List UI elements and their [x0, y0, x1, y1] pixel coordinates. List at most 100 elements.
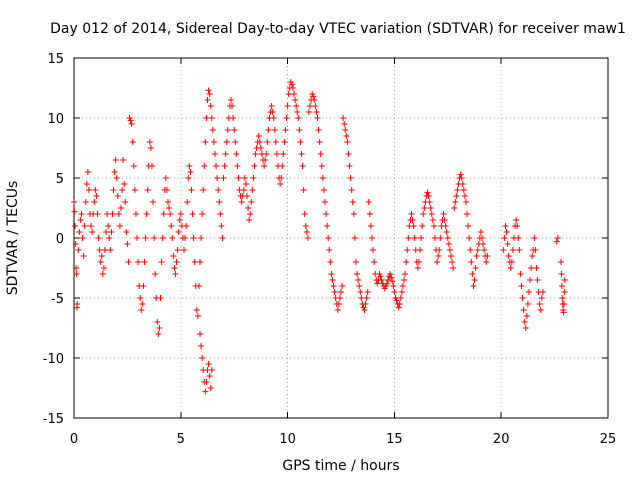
data-point-marker	[478, 235, 485, 241]
data-point-marker	[219, 235, 226, 241]
data-point-marker	[481, 247, 488, 253]
data-point-marker	[103, 229, 110, 235]
data-point-marker	[171, 265, 178, 271]
data-point-marker	[176, 217, 183, 223]
data-point-marker	[95, 235, 102, 241]
data-point-marker	[461, 193, 468, 199]
data-point-marker	[474, 247, 481, 253]
data-point-marker	[411, 235, 418, 241]
data-point-marker	[464, 211, 471, 217]
data-point-marker	[256, 139, 263, 145]
data-point-marker	[458, 175, 465, 181]
data-point-marker	[449, 259, 456, 265]
data-point-marker	[128, 121, 135, 127]
data-point-marker	[444, 235, 451, 241]
data-point-marker	[111, 169, 118, 175]
data-point-marker	[223, 139, 230, 145]
data-point-marker	[189, 211, 196, 217]
x-axis-label: GPS time / hours	[282, 458, 399, 474]
x-tick-label: 5	[177, 432, 185, 447]
data-point-marker	[117, 205, 124, 211]
data-point-marker	[561, 277, 568, 283]
data-point-marker	[405, 235, 412, 241]
data-point-marker	[514, 223, 521, 229]
data-point-marker	[509, 247, 516, 253]
data-point-marker	[561, 289, 568, 295]
data-point-marker	[167, 211, 174, 217]
data-point-marker	[143, 211, 150, 217]
data-point-marker	[425, 193, 432, 199]
data-point-marker	[231, 127, 238, 133]
data-point-marker	[473, 253, 480, 259]
data-point-marker	[388, 274, 395, 281]
data-point-marker	[502, 223, 509, 229]
data-point-marker	[280, 151, 287, 157]
data-point-marker	[224, 127, 231, 133]
data-point-marker	[127, 117, 134, 124]
data-point-marker	[234, 163, 241, 169]
data-point-marker	[507, 265, 514, 271]
data-point-marker	[446, 247, 453, 253]
data-point-marker	[222, 151, 229, 157]
data-point-marker	[341, 121, 348, 127]
data-point-marker	[249, 187, 256, 193]
data-point-marker	[208, 115, 215, 121]
data-point-marker	[296, 127, 303, 133]
data-point-marker	[298, 151, 305, 157]
data-point-marker	[532, 247, 539, 253]
data-point-marker	[311, 97, 318, 103]
data-point-marker	[299, 163, 306, 169]
data-point-marker	[350, 211, 357, 217]
data-point-marker	[221, 163, 228, 169]
data-point-marker	[484, 253, 491, 259]
data-point-marker	[114, 193, 121, 199]
data-point-marker	[361, 307, 368, 313]
data-point-marker	[129, 139, 136, 145]
data-point-marker	[162, 175, 169, 181]
data-point-marker	[399, 283, 406, 289]
data-point-marker	[109, 211, 116, 217]
data-point-marker	[418, 235, 425, 241]
data-point-marker	[378, 277, 385, 283]
data-point-marker	[445, 241, 452, 247]
data-point-marker	[257, 145, 264, 151]
data-point-marker	[483, 259, 490, 265]
data-point-marker	[170, 253, 177, 259]
data-point-marker	[198, 235, 205, 241]
y-axis-label: SDTVAR / TECUs	[5, 181, 21, 296]
data-point-marker	[81, 223, 88, 229]
data-point-marker	[365, 199, 372, 205]
data-point-marker	[307, 103, 314, 109]
data-point-marker	[318, 163, 325, 169]
data-point-marker	[312, 103, 319, 109]
data-point-marker	[80, 253, 87, 259]
data-point-marker	[403, 259, 410, 265]
data-point-marker	[500, 247, 507, 253]
y-tick-label: 10	[47, 112, 64, 127]
data-point-marker	[125, 259, 132, 265]
data-point-marker	[168, 223, 175, 229]
data-point-marker	[261, 163, 268, 169]
data-point-marker	[327, 259, 334, 265]
data-point-marker	[301, 211, 308, 217]
data-point-marker	[169, 235, 176, 241]
data-point-marker	[395, 304, 402, 311]
data-point-marker	[203, 115, 210, 121]
data-point-marker	[554, 235, 561, 241]
data-point-marker	[207, 385, 214, 391]
data-point-marker	[264, 139, 271, 145]
data-point-marker	[402, 271, 409, 277]
data-point-marker	[370, 247, 377, 253]
data-point-marker	[207, 103, 214, 109]
data-point-marker	[205, 87, 212, 94]
data-point-marker	[214, 175, 221, 181]
data-point-marker	[203, 379, 210, 385]
data-point-marker	[211, 151, 218, 157]
data-point-marker	[158, 259, 165, 265]
data-point-marker	[534, 277, 541, 283]
data-point-marker	[97, 259, 104, 265]
data-point-marker	[229, 103, 236, 109]
data-point-marker	[177, 211, 184, 217]
data-point-marker	[528, 265, 535, 271]
